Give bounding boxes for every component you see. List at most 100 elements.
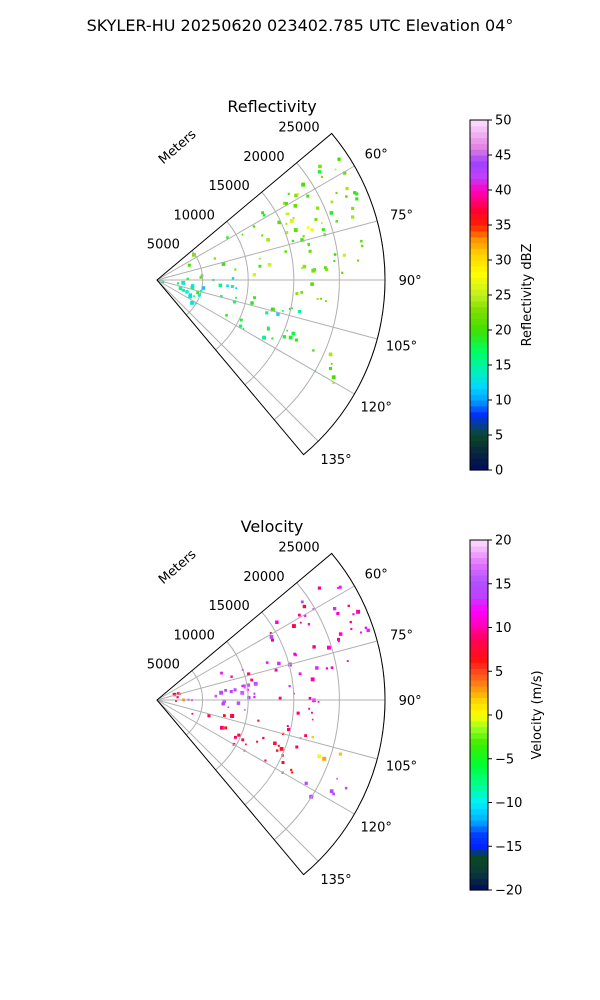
- colorbar-band: [470, 236, 488, 244]
- colorbar-band: [470, 843, 488, 850]
- echo-cell: [285, 231, 289, 234]
- echo-cell: [267, 326, 270, 329]
- echo-cell: [345, 195, 348, 198]
- echo-cell: [337, 637, 340, 641]
- colorbar-band: [470, 464, 488, 471]
- echo-cell: [355, 192, 359, 196]
- echo-cell: [298, 613, 301, 617]
- echo-cell: [196, 291, 199, 295]
- echo-cell: [288, 335, 293, 340]
- colorbar-band: [470, 178, 488, 185]
- echo-cell: [176, 282, 179, 285]
- velocity-panel: Velocity 60° 75° 90° 105° 120° 135° 5000 10000 1…: [147, 517, 545, 899]
- radial-gridline: [273, 162, 340, 421]
- colorbar-band: [470, 685, 488, 693]
- echo-cell: [330, 362, 333, 365]
- reflectivity-colorbar: 0 5 10 15 20 25 30 35 40 45 50: [469, 114, 512, 479]
- echo-cell: [234, 735, 237, 739]
- echo-cell: [201, 286, 206, 290]
- colorbar-band: [470, 155, 488, 162]
- angular-gridline: [156, 699, 355, 815]
- angular-gridline: [156, 220, 378, 281]
- colorbar-band: [470, 785, 488, 792]
- angle-tick-label: 105°: [386, 340, 417, 355]
- colorbar-band: [470, 265, 488, 273]
- echo-cell: [360, 244, 364, 248]
- echo-cell: [191, 284, 194, 288]
- colorbar-band: [470, 207, 488, 214]
- velocity-tick-labels: 60° 75° 90° 105° 120° 135° 5000 10000 15000 20000…: [147, 540, 422, 888]
- colorbar-band: [470, 230, 488, 238]
- colorbar-band: [470, 248, 488, 255]
- colorbar-tick-label: 20: [495, 534, 512, 549]
- echo-cell: [185, 290, 189, 294]
- echo-cell: [291, 239, 295, 243]
- colorbar-band: [470, 633, 488, 640]
- colorbar-tick-label: 5: [495, 429, 503, 444]
- colorbar-band: [470, 242, 488, 249]
- angle-tick-label: 75°: [390, 209, 413, 224]
- echo-cell: [275, 620, 279, 624]
- echo-cell: [293, 204, 298, 208]
- reflectivity-panel: Reflectivity 60° 75° 90° 105° 120° 135° 5000 10…: [147, 97, 535, 479]
- echo-cell: [298, 672, 302, 676]
- colorbar-tick-label: 15: [495, 577, 512, 592]
- colorbar-band: [470, 872, 488, 879]
- radial-tick-label: 5000: [147, 238, 180, 253]
- echo-cell: [191, 712, 194, 715]
- colorbar-band: [470, 691, 488, 699]
- echo-cell: [266, 327, 270, 331]
- echo-cell: [320, 175, 323, 178]
- colorbar-band: [470, 545, 488, 553]
- echo-cell: [241, 684, 244, 687]
- echo-cell: [320, 297, 322, 300]
- echo-cell: [322, 756, 327, 761]
- colorbar-band: [470, 767, 488, 774]
- colorbar-band: [470, 715, 488, 722]
- echo-cell: [321, 222, 323, 224]
- colorbar-band: [470, 592, 488, 599]
- echo-cell: [270, 307, 275, 312]
- colorbar-tick-label: 0: [495, 709, 503, 724]
- echo-cell: [310, 677, 315, 682]
- colorbar-band: [470, 388, 488, 395]
- colorbar-band: [470, 260, 488, 267]
- echo-cell: [301, 267, 303, 270]
- echo-cell: [329, 789, 334, 793]
- echo-cell: [197, 293, 202, 297]
- echo-cell: [364, 626, 368, 630]
- echo-cell: [307, 242, 310, 246]
- echo-cell: [225, 314, 228, 317]
- echo-cell: [187, 263, 191, 267]
- echo-cell: [333, 253, 337, 256]
- colorbar-band: [470, 668, 488, 675]
- colorbar-band: [470, 341, 488, 349]
- colorbar-band: [470, 627, 488, 634]
- echo-cell: [300, 291, 304, 294]
- angle-tick-label: 60°: [365, 568, 388, 583]
- colorbar-band: [470, 680, 488, 687]
- echo-cell: [282, 310, 284, 312]
- colorbar-band: [470, 458, 488, 465]
- echo-cell: [266, 238, 270, 242]
- echo-cell: [234, 268, 237, 271]
- angular-gridline: [156, 279, 355, 395]
- echo-cell: [292, 624, 296, 628]
- echo-cell: [335, 220, 338, 223]
- echo-cell: [327, 645, 331, 650]
- figure-suptitle: SKYLER-HU 20250620 023402.785 UTC Elevat…: [87, 16, 514, 35]
- echo-cell: [246, 683, 251, 687]
- echo-cell: [321, 228, 325, 232]
- echo-cell: [277, 220, 281, 225]
- colorbar-band: [470, 417, 488, 424]
- colorbar-band: [470, 586, 488, 594]
- colorbar-band: [470, 166, 488, 174]
- colorbar-band: [470, 295, 488, 302]
- colorbar-band: [470, 790, 488, 798]
- echo-cell: [350, 628, 353, 631]
- echo-cell: [276, 312, 280, 316]
- echo-cell: [193, 295, 195, 297]
- echo-cell: [262, 736, 265, 740]
- colorbar-band: [470, 808, 488, 815]
- colorbar-band: [470, 825, 488, 833]
